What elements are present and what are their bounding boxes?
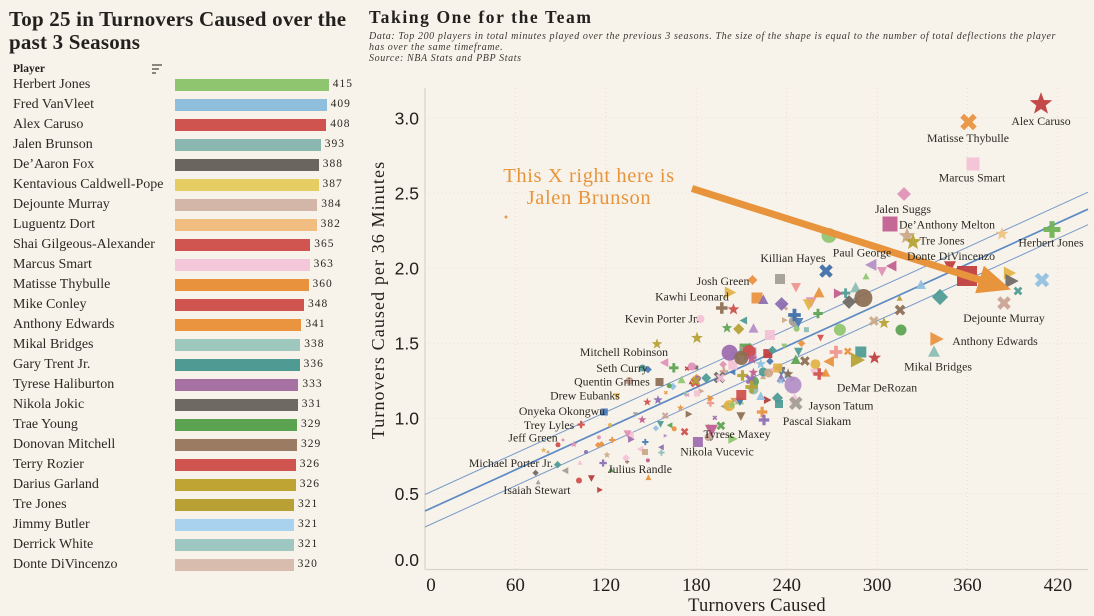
svg-text:Nikola Vucevic: Nikola Vucevic (680, 444, 753, 458)
svg-text:240: 240 (772, 575, 801, 596)
svg-text:De’Anthony Melton: De’Anthony Melton (899, 217, 995, 231)
svg-text:420: 420 (1044, 575, 1073, 596)
svg-text:Jeff Green: Jeff Green (508, 430, 557, 444)
svg-text:Donte DiVincenzo: Donte DiVincenzo (907, 249, 995, 263)
svg-text:Turnovers Caused: Turnovers Caused (688, 596, 826, 616)
svg-text:300: 300 (863, 575, 892, 596)
svg-text:Killian Hayes: Killian Hayes (760, 251, 826, 265)
svg-text:180: 180 (682, 575, 711, 596)
svg-text:DeMar DeRozan: DeMar DeRozan (837, 380, 917, 394)
svg-text:Josh Green: Josh Green (697, 274, 750, 288)
svg-text:Drew Eubanks: Drew Eubanks (550, 388, 620, 402)
svg-text:Quentin Grimes: Quentin Grimes (574, 374, 650, 388)
svg-text:0.5: 0.5 (395, 484, 419, 504)
svg-text:Herbert Jones: Herbert Jones (1018, 235, 1084, 249)
svg-text:2.0: 2.0 (395, 259, 420, 279)
svg-text:Isaiah Stewart: Isaiah Stewart (503, 483, 571, 497)
svg-text:Tre Jones: Tre Jones (919, 233, 965, 247)
svg-text:1.0: 1.0 (395, 409, 420, 429)
svg-text:Trey Lyles: Trey Lyles (524, 418, 575, 432)
svg-text:60: 60 (506, 575, 525, 596)
svg-text:Alex Caruso: Alex Caruso (1011, 114, 1070, 128)
svg-text:3.0: 3.0 (395, 108, 420, 128)
svg-text:Dejounte Murray: Dejounte Murray (963, 311, 1045, 325)
svg-text:Jalen Brunson: Jalen Brunson (527, 187, 652, 209)
svg-text:Michael Porter Jr.: Michael Porter Jr. (469, 456, 553, 470)
svg-text:Pascal Siakam: Pascal Siakam (783, 414, 851, 428)
svg-text:Seth Curry: Seth Curry (596, 361, 648, 375)
svg-text:Jayson Tatum: Jayson Tatum (809, 398, 874, 412)
svg-text:360: 360 (953, 575, 982, 596)
svg-text:Jalen Suggs: Jalen Suggs (875, 202, 931, 216)
svg-text:Kawhi Leonard: Kawhi Leonard (655, 289, 729, 303)
svg-text:Kevin Porter Jr.: Kevin Porter Jr. (625, 311, 699, 325)
svg-text:120: 120 (592, 575, 621, 596)
svg-text:Tyrese Maxey: Tyrese Maxey (704, 427, 771, 441)
svg-text:Turnovers Caused per 36 Minute: Turnovers Caused per 36 Minutes (368, 161, 388, 439)
svg-text:Onyeka Okongwu: Onyeka Okongwu (519, 404, 605, 418)
svg-text:Mikal Bridges: Mikal Bridges (904, 359, 972, 373)
svg-text:Marcus Smart: Marcus Smart (939, 170, 1006, 184)
svg-text:Julius Randle: Julius Randle (608, 462, 672, 476)
svg-text:Matisse Thybulle: Matisse Thybulle (927, 131, 1009, 145)
svg-text:This X right here is: This X right here is (503, 165, 674, 187)
svg-text:Anthony Edwards: Anthony Edwards (952, 334, 1038, 348)
svg-text:1.5: 1.5 (395, 334, 419, 354)
svg-text:Mitchell Robinson: Mitchell Robinson (580, 345, 668, 359)
svg-text:0: 0 (426, 575, 436, 596)
svg-text:0.0: 0.0 (395, 550, 420, 570)
svg-text:Paul George: Paul George (833, 245, 891, 259)
svg-text:2.5: 2.5 (395, 183, 419, 203)
